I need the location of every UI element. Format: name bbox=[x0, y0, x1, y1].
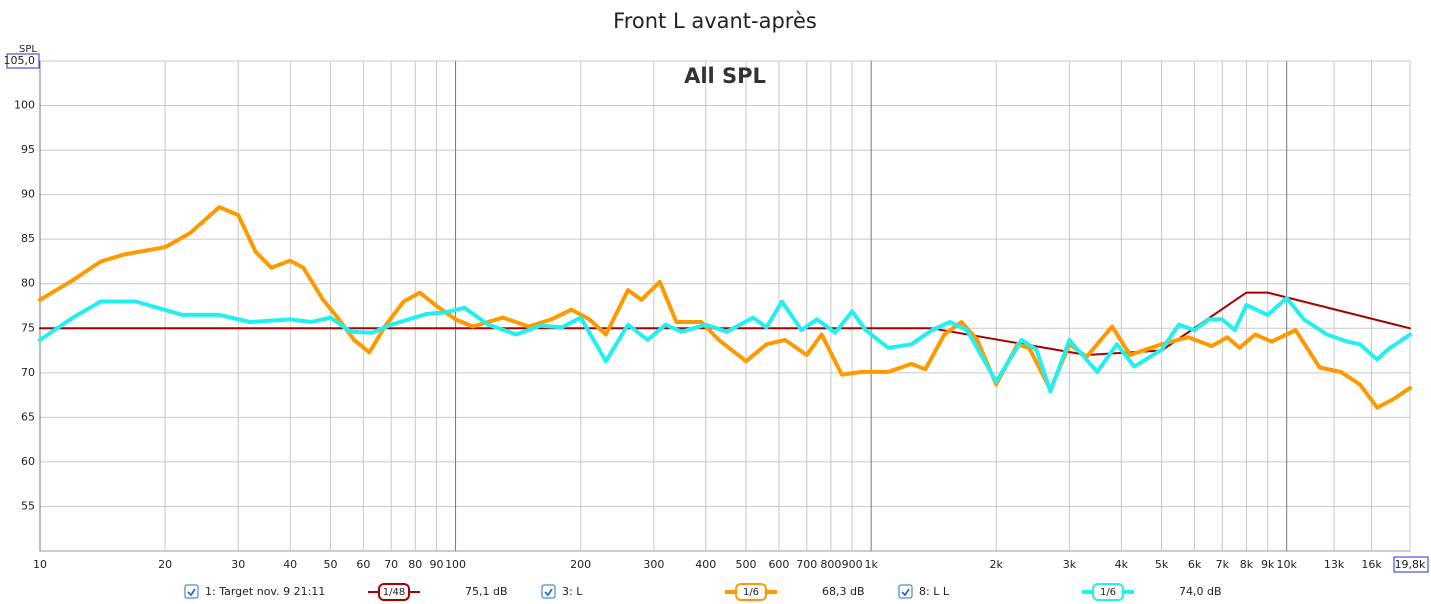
x-tick-label: 10 bbox=[33, 558, 47, 571]
y-tick-label: 75 bbox=[21, 321, 35, 334]
y-tick-label: 85 bbox=[21, 232, 35, 245]
y-tick-label: 70 bbox=[21, 366, 35, 379]
legend-checkbox[interactable] bbox=[541, 584, 556, 599]
x-tick-label: 40 bbox=[283, 558, 297, 571]
legend-checkbox[interactable] bbox=[184, 584, 199, 599]
x-tick-label: 4k bbox=[1115, 558, 1129, 571]
x-tick-label: 10k bbox=[1277, 558, 1298, 571]
legend-name: 8: L L bbox=[919, 585, 950, 598]
legend-readout: 74,0 dB bbox=[1179, 585, 1222, 598]
legend-smoothing: 1/6 bbox=[1100, 587, 1116, 598]
legend-smoothing-box[interactable] bbox=[378, 583, 410, 601]
legend-check bbox=[544, 588, 553, 597]
x-tick-label: 5k bbox=[1155, 558, 1169, 571]
x-tick-label: 3k bbox=[1063, 558, 1077, 571]
x-tick-label: 700 bbox=[796, 558, 817, 571]
y-tick-label: 80 bbox=[21, 277, 35, 290]
x-tick-label: 2k bbox=[990, 558, 1004, 571]
y-tick-label: 100 bbox=[14, 99, 35, 112]
legend-smoothing-box[interactable] bbox=[735, 583, 767, 601]
x-tick-label: 100 bbox=[445, 558, 466, 571]
x-tick-label: 7k bbox=[1216, 558, 1230, 571]
x-tick-label: 200 bbox=[570, 558, 591, 571]
y-axis-label: SPL bbox=[19, 44, 37, 55]
limit-box bbox=[1393, 556, 1429, 573]
legend-check bbox=[187, 588, 196, 597]
y-tick-label: 65 bbox=[21, 410, 35, 423]
x-tick-label: 9k bbox=[1261, 558, 1275, 571]
legend-readout: 68,3 dB bbox=[822, 585, 865, 598]
x-tick-label: 19,8k bbox=[1395, 558, 1426, 571]
x-tick-label: 90 bbox=[430, 558, 444, 571]
legend-smoothing: 1/6 bbox=[743, 587, 759, 598]
legend-name: 3: L bbox=[562, 585, 583, 598]
legend-entry: 8: L L 1/6 74,0 dB bbox=[898, 583, 1222, 601]
x-tick-label: 500 bbox=[736, 558, 757, 571]
x-tick-label: 800 bbox=[820, 558, 841, 571]
legend-readout: 75,1 dB bbox=[465, 585, 508, 598]
x-tick-label: 6k bbox=[1188, 558, 1202, 571]
legend-checkbox[interactable] bbox=[898, 584, 913, 599]
y-tick-label: 90 bbox=[21, 188, 35, 201]
chart-title: Front L avant-après bbox=[613, 9, 817, 33]
x-tick-label: 60 bbox=[356, 558, 370, 571]
legend-entry: 1: Target nov. 9 21:11 1/48 75,1 dB bbox=[184, 583, 508, 601]
y-tick-label: 60 bbox=[21, 455, 35, 468]
chart-subtitle: All SPL bbox=[684, 64, 766, 88]
y-tick-label: 55 bbox=[21, 499, 35, 512]
x-tick-label: 70 bbox=[384, 558, 398, 571]
x-tick-label: 400 bbox=[695, 558, 716, 571]
plot-area bbox=[39, 60, 1411, 552]
y-tick-label: 105,0 bbox=[4, 54, 36, 67]
legend-entry: 3: L 1/6 68,3 dB bbox=[541, 583, 865, 601]
legend-check bbox=[901, 588, 910, 597]
x-tick-label: 13k bbox=[1324, 558, 1345, 571]
x-tick-label: 50 bbox=[323, 558, 337, 571]
x-tick-label: 20 bbox=[158, 558, 172, 571]
x-tick-label: 900 bbox=[842, 558, 863, 571]
y-tick-label: 95 bbox=[21, 143, 35, 156]
x-tick-label: 1k bbox=[864, 558, 878, 571]
x-tick-label: 300 bbox=[643, 558, 664, 571]
x-tick-label: 30 bbox=[231, 558, 245, 571]
x-tick-label: 600 bbox=[768, 558, 789, 571]
series-line bbox=[38, 296, 1412, 394]
x-tick-label: 16k bbox=[1361, 558, 1382, 571]
legend-name: 1: Target nov. 9 21:11 bbox=[205, 585, 325, 598]
legend-smoothing-box[interactable] bbox=[1092, 583, 1124, 601]
x-tick-label: 80 bbox=[408, 558, 422, 571]
x-tick-label: 8k bbox=[1240, 558, 1254, 571]
legend-smoothing: 1/48 bbox=[383, 587, 405, 598]
series-line bbox=[38, 205, 1412, 410]
limit-box bbox=[6, 53, 40, 69]
